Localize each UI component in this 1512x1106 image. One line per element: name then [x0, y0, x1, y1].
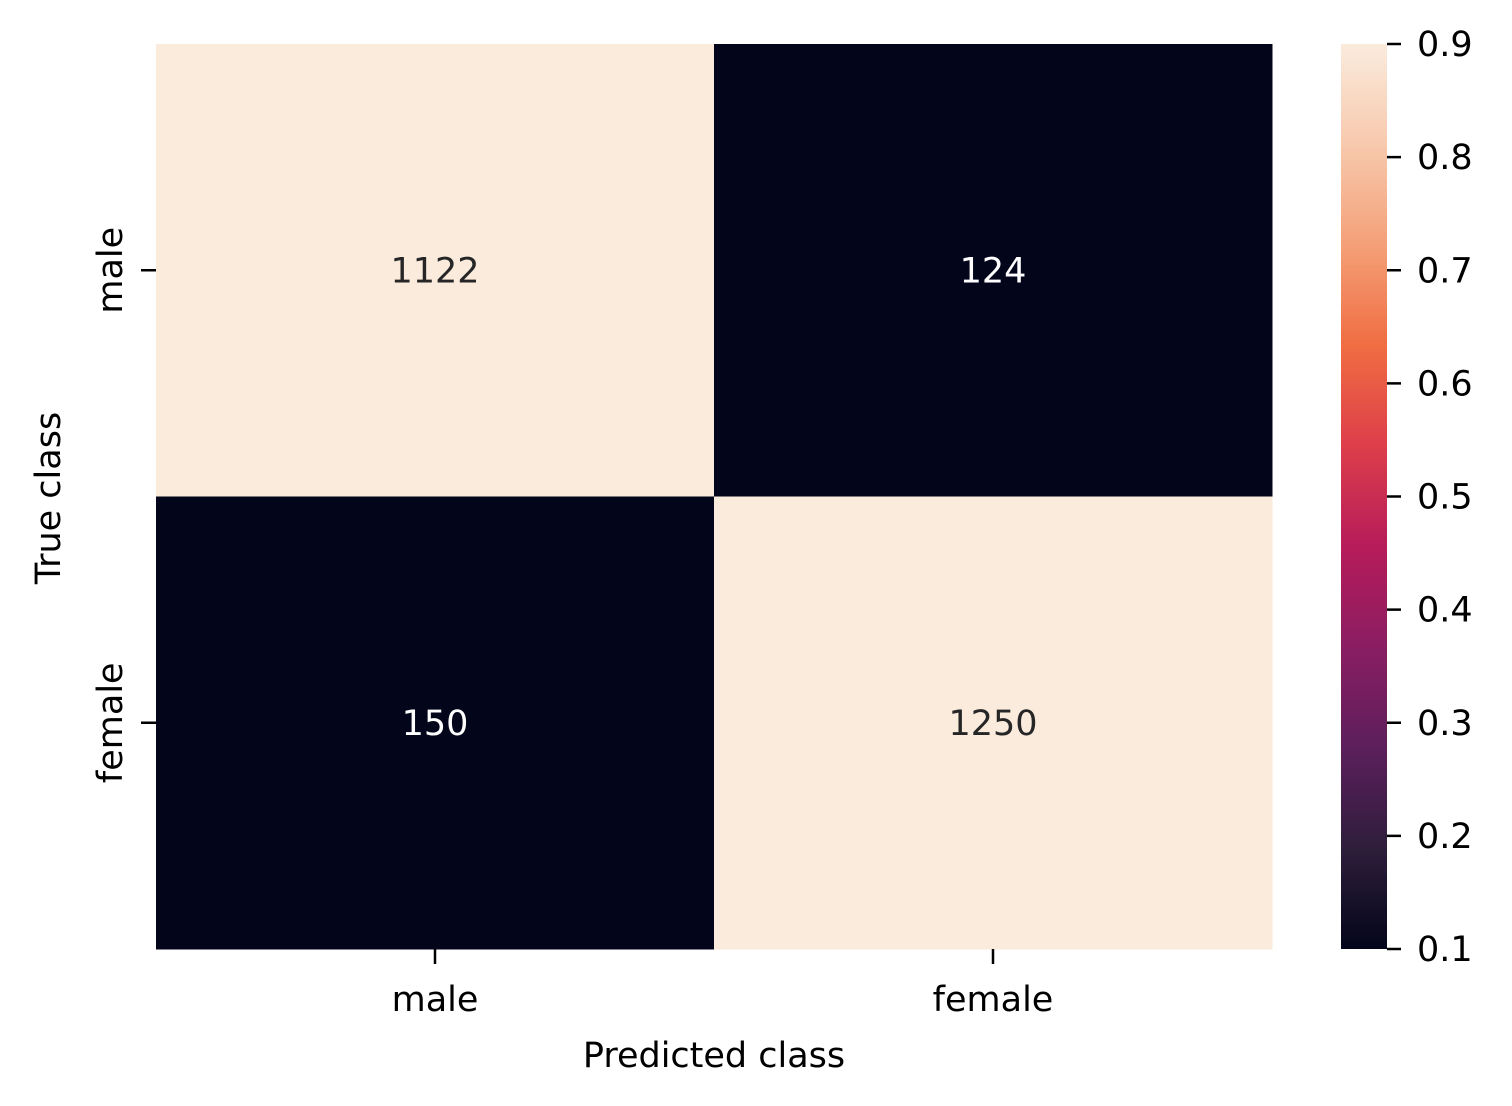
colorbar-tick-label: 0.4 [1417, 591, 1473, 631]
colorbar-tick-label: 0.2 [1417, 817, 1473, 857]
y-tick-label: male [91, 227, 131, 314]
colorbar-tick-label: 0.7 [1417, 251, 1473, 291]
cell-value-label: 1122 [390, 251, 479, 291]
cell-annotations: 1122 124 150 1250 [390, 251, 1037, 744]
x-tick-label: female [933, 980, 1054, 1020]
heatmap-cell-male-male [156, 44, 715, 497]
colorbar-tick-label: 0.9 [1417, 25, 1473, 65]
colorbar-tick-label: 0.6 [1417, 364, 1473, 404]
heatmap-cell-female-male [156, 496, 715, 950]
colorbar-tick-label: 0.1 [1417, 930, 1473, 970]
colorbar-gradient [1341, 44, 1387, 949]
y-axis: male female [91, 227, 156, 783]
heatmap-cells [156, 44, 1273, 950]
x-tick-label: male [392, 980, 479, 1020]
y-tick-label: female [91, 662, 131, 783]
y-axis-label: True class [29, 412, 69, 585]
heatmap-cell-male-female [714, 44, 1273, 497]
colorbar-tick-label: 0.3 [1417, 704, 1473, 744]
cell-value-label: 124 [960, 251, 1027, 291]
cell-value-label: 1250 [948, 704, 1037, 744]
heatmap-cell-female-female [714, 496, 1273, 950]
colorbar-tick-label: 0.5 [1417, 478, 1473, 518]
colorbar: 0.1 0.2 0.3 0.4 0.5 0.6 0.7 0.8 0.9 [1341, 25, 1473, 970]
x-axis-label: Predicted class [583, 1036, 845, 1076]
colorbar-tick-label: 0.8 [1417, 138, 1473, 178]
cell-value-label: 150 [402, 704, 469, 744]
x-axis: male female [392, 949, 1054, 1020]
